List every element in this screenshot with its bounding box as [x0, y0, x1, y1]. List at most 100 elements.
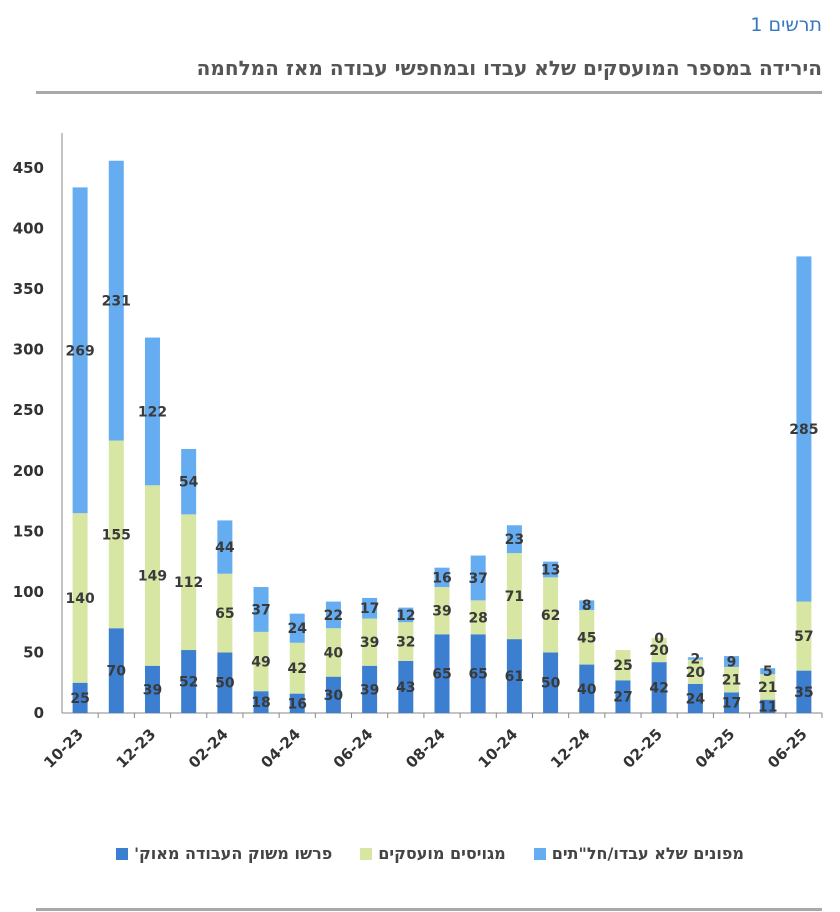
bar-segment — [651, 662, 667, 713]
bar-segment — [760, 674, 776, 700]
data-label: 65 — [432, 667, 451, 683]
figure-label: תרשים 1 — [750, 14, 822, 36]
bar-segment — [543, 561, 559, 578]
y-tick-label: 350 — [13, 280, 44, 298]
bars — [72, 160, 812, 713]
data-label: 70 — [107, 664, 127, 680]
x-tick-label: 02-24 — [185, 725, 232, 772]
bar-segment — [796, 601, 812, 671]
bar-segment — [687, 659, 703, 684]
data-label: 43 — [396, 680, 415, 696]
data-label: 12 — [396, 608, 415, 624]
x-tick-label: 12-24 — [547, 725, 594, 772]
legend-swatch — [533, 847, 546, 860]
legend-label: מגויסים מועסקים — [378, 844, 506, 863]
bar-segment — [687, 683, 703, 713]
bar-segment — [325, 601, 341, 629]
bar-segment — [253, 587, 269, 632]
data-label: 50 — [541, 676, 561, 692]
data-label: 18 — [251, 695, 270, 711]
bar-segment — [253, 691, 269, 713]
data-label: 40 — [577, 682, 597, 698]
x-tick-label: 10-24 — [475, 725, 522, 772]
bar-segment — [398, 622, 414, 661]
bar-segment — [506, 525, 522, 554]
bar-segment — [108, 160, 124, 441]
bar-segment — [362, 665, 378, 713]
data-label: 65 — [215, 606, 234, 622]
bar-segment — [181, 650, 197, 713]
bar-segment — [72, 513, 88, 683]
bar-segment — [434, 634, 450, 713]
y-tick-label: 200 — [13, 462, 44, 480]
top-divider — [36, 91, 822, 94]
bar-segment — [289, 613, 305, 643]
data-label: 40 — [324, 645, 344, 661]
bar-segment — [579, 664, 595, 713]
bar-segment — [724, 692, 740, 713]
data-label: 122 — [138, 404, 167, 420]
data-label: 54 — [179, 475, 199, 491]
bar-segment — [108, 440, 124, 629]
data-labels: 2514026970155231391491225211254506544184… — [65, 294, 818, 716]
data-label: 285 — [789, 422, 818, 438]
bar-segment — [687, 657, 703, 660]
data-label: 49 — [251, 655, 270, 671]
bar-segment — [615, 650, 631, 681]
bar-segment — [144, 665, 160, 713]
x-tick-label: 04-25 — [692, 725, 739, 772]
data-label: 21 — [722, 673, 741, 689]
data-label: 269 — [65, 343, 94, 359]
bar-segment — [579, 600, 595, 611]
data-label: 39 — [432, 604, 451, 620]
bar-segment — [72, 187, 88, 514]
bar-segment — [724, 656, 740, 667]
bar-segment — [796, 256, 812, 602]
data-label: 20 — [649, 643, 669, 659]
bar-segment — [398, 607, 414, 623]
data-label: 9 — [727, 655, 737, 671]
x-tick-label: 06-25 — [764, 725, 811, 772]
data-label: 39 — [143, 682, 162, 698]
legend-item: מפונים שלא עבדו/חל"תים — [533, 844, 744, 863]
data-label: 57 — [794, 629, 813, 645]
bar-segment — [108, 628, 124, 713]
bar-segment — [470, 600, 486, 635]
data-label: 25 — [613, 658, 632, 674]
x-tick-label: 08-24 — [402, 725, 449, 772]
bar-segment — [217, 652, 233, 713]
data-label: 231 — [102, 294, 131, 310]
bar-segment — [470, 634, 486, 713]
data-label: 24 — [287, 621, 307, 637]
y-tick-label: 0 — [34, 704, 44, 722]
data-label: 17 — [360, 601, 379, 617]
data-label: 24 — [686, 691, 706, 707]
data-label: 16 — [432, 570, 451, 586]
data-label: 37 — [468, 571, 487, 587]
y-tick-label: 150 — [13, 522, 44, 540]
y-tick-label: 450 — [13, 159, 44, 177]
data-label: 22 — [324, 608, 343, 624]
bar-segment — [470, 555, 486, 601]
data-label: 62 — [541, 608, 560, 624]
y-tick-label: 400 — [13, 220, 44, 238]
bar-segment — [144, 337, 160, 486]
bar-segment — [181, 448, 197, 515]
data-label: 45 — [577, 630, 596, 646]
bar-segment — [289, 693, 305, 713]
data-label: 155 — [102, 527, 131, 543]
bar-segment — [253, 631, 269, 692]
x-tick-label: 10-23 — [40, 725, 87, 772]
bar-segment — [434, 567, 450, 588]
y-tick-label: 50 — [23, 643, 44, 661]
data-label: 21 — [758, 680, 777, 696]
data-label: 42 — [287, 661, 306, 677]
data-label: 23 — [505, 532, 524, 548]
bar-segment — [506, 639, 522, 713]
data-label: 5 — [763, 664, 773, 680]
bar-segment — [506, 553, 522, 640]
data-label: 11 — [758, 699, 777, 715]
bar-segment — [181, 514, 197, 651]
data-label: 32 — [396, 635, 415, 651]
bar-segment — [724, 666, 740, 693]
